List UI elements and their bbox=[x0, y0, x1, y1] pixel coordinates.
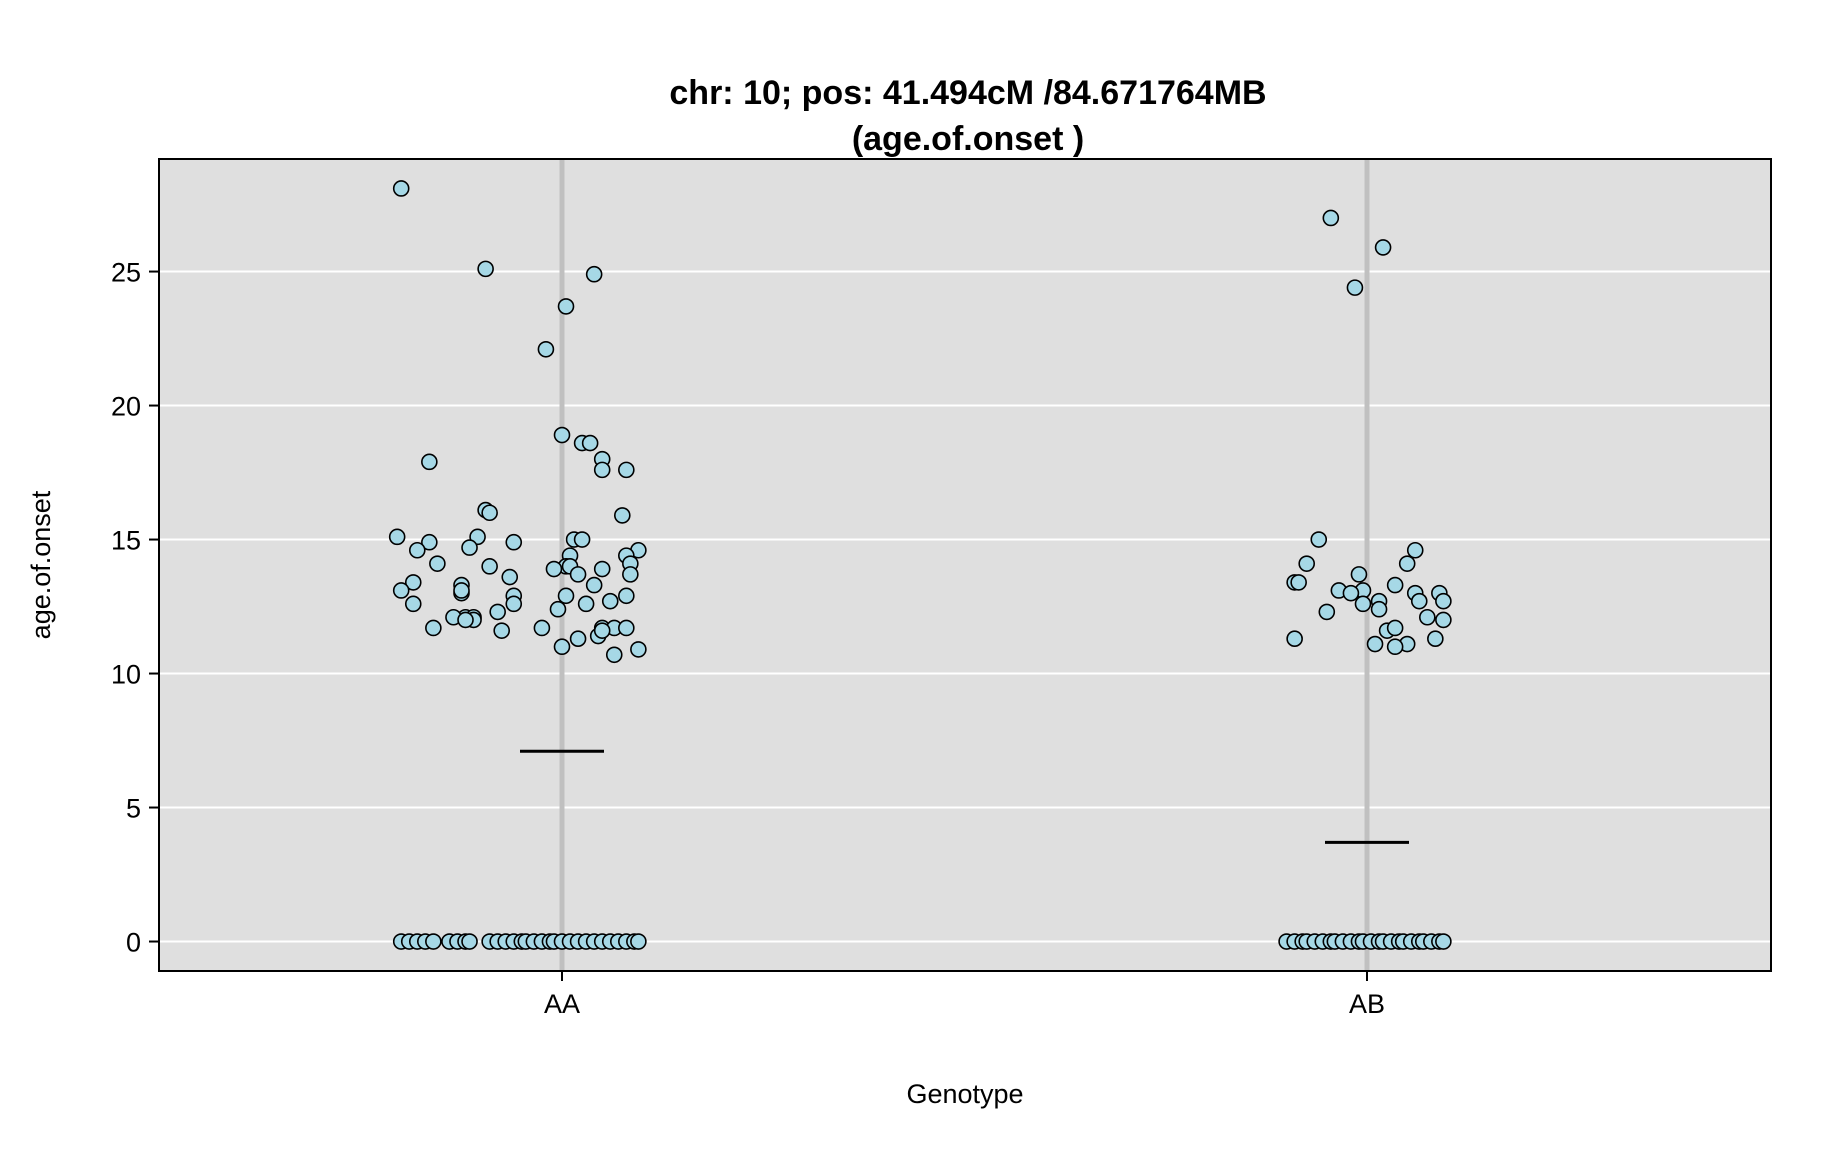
data-point bbox=[618, 619, 635, 637]
data-point bbox=[1386, 576, 1404, 594]
data-point bbox=[457, 611, 474, 629]
data-point bbox=[477, 260, 494, 278]
plot-panel bbox=[159, 159, 1771, 971]
data-point bbox=[1398, 555, 1416, 572]
data-points bbox=[388, 180, 1452, 950]
data-point bbox=[1346, 279, 1364, 296]
data-point bbox=[1435, 611, 1452, 629]
data-point bbox=[388, 528, 406, 546]
data-point bbox=[557, 587, 575, 605]
data-point bbox=[425, 933, 442, 950]
data-point bbox=[553, 638, 571, 656]
y-tick-label: 25 bbox=[111, 258, 141, 288]
mean-lines bbox=[520, 749, 1409, 844]
data-point bbox=[1322, 209, 1340, 227]
data-point bbox=[593, 461, 611, 479]
data-point bbox=[404, 595, 422, 613]
y-tick-label: 20 bbox=[111, 392, 141, 422]
data-point bbox=[553, 426, 571, 444]
data-point bbox=[533, 619, 551, 637]
data-point bbox=[618, 461, 635, 479]
data-point bbox=[1435, 592, 1452, 610]
x-tick-label-AB: AB bbox=[1349, 989, 1385, 1019]
x-tick-label-AA: AA bbox=[544, 989, 580, 1019]
data-point bbox=[613, 507, 631, 524]
data-point bbox=[489, 603, 506, 621]
data-point bbox=[581, 434, 599, 452]
data-point bbox=[421, 533, 438, 551]
data-point bbox=[545, 560, 563, 578]
data-point bbox=[501, 568, 519, 586]
data-point bbox=[618, 587, 635, 605]
data-point bbox=[421, 453, 438, 471]
title-line-2: (age.of.onset ) bbox=[852, 120, 1084, 158]
data-point bbox=[505, 595, 523, 613]
data-point bbox=[1427, 630, 1444, 647]
data-point bbox=[1310, 531, 1328, 548]
data-point bbox=[569, 566, 587, 583]
data-point bbox=[1350, 566, 1368, 583]
y-axis-label: age.of.onset bbox=[26, 490, 56, 639]
data-point bbox=[557, 298, 575, 315]
plot-frame bbox=[158, 158, 1772, 972]
data-point bbox=[585, 265, 603, 283]
data-point bbox=[549, 600, 567, 618]
data-point bbox=[429, 555, 446, 572]
data-point bbox=[1419, 608, 1436, 626]
data-point bbox=[481, 504, 498, 522]
y-tick-label: 0 bbox=[126, 928, 141, 958]
data-point bbox=[425, 619, 442, 637]
data-point bbox=[577, 595, 595, 613]
data-point bbox=[622, 566, 639, 583]
data-point bbox=[630, 933, 647, 950]
y-tick-label: 10 bbox=[111, 660, 141, 690]
data-point bbox=[1286, 630, 1303, 647]
data-point bbox=[601, 592, 619, 610]
data-point bbox=[1342, 584, 1360, 602]
data-point bbox=[493, 622, 511, 639]
data-point bbox=[1366, 635, 1384, 653]
data-point bbox=[537, 340, 555, 358]
data-point bbox=[404, 574, 422, 591]
x-axis: AA AB bbox=[544, 971, 1385, 1019]
data-point bbox=[505, 533, 523, 551]
title-line-1: chr: 10; pos: 41.494cM /84.671764MB bbox=[669, 74, 1266, 112]
y-tick-label: 15 bbox=[111, 526, 141, 556]
data-point bbox=[1386, 619, 1404, 637]
data-point bbox=[593, 622, 611, 639]
data-point bbox=[1290, 574, 1307, 591]
data-point bbox=[481, 558, 498, 575]
data-point bbox=[461, 539, 478, 556]
data-point bbox=[573, 531, 591, 548]
data-point bbox=[453, 582, 470, 599]
data-point bbox=[1318, 603, 1336, 621]
data-point bbox=[1370, 600, 1388, 618]
data-point bbox=[1410, 592, 1428, 610]
data-point bbox=[1298, 555, 1315, 572]
data-point bbox=[1354, 595, 1372, 613]
x-axis-label: Genotype bbox=[906, 1079, 1023, 1109]
data-point bbox=[1435, 933, 1452, 950]
y-axis: 0 5 10 15 20 25 bbox=[111, 258, 159, 958]
data-point bbox=[1406, 541, 1424, 559]
data-point bbox=[408, 541, 426, 559]
data-point bbox=[1374, 239, 1392, 256]
data-point bbox=[630, 641, 647, 658]
data-point bbox=[392, 180, 410, 197]
data-point bbox=[593, 560, 611, 578]
data-point bbox=[392, 582, 410, 599]
data-point bbox=[1386, 638, 1404, 656]
data-point bbox=[569, 630, 587, 647]
data-point bbox=[461, 933, 478, 950]
chart-title: chr: 10; pos: 41.494cM /84.671764MB (age… bbox=[669, 74, 1266, 158]
data-point bbox=[605, 646, 623, 664]
y-tick-label: 5 bbox=[126, 794, 141, 824]
data-point bbox=[585, 576, 603, 594]
